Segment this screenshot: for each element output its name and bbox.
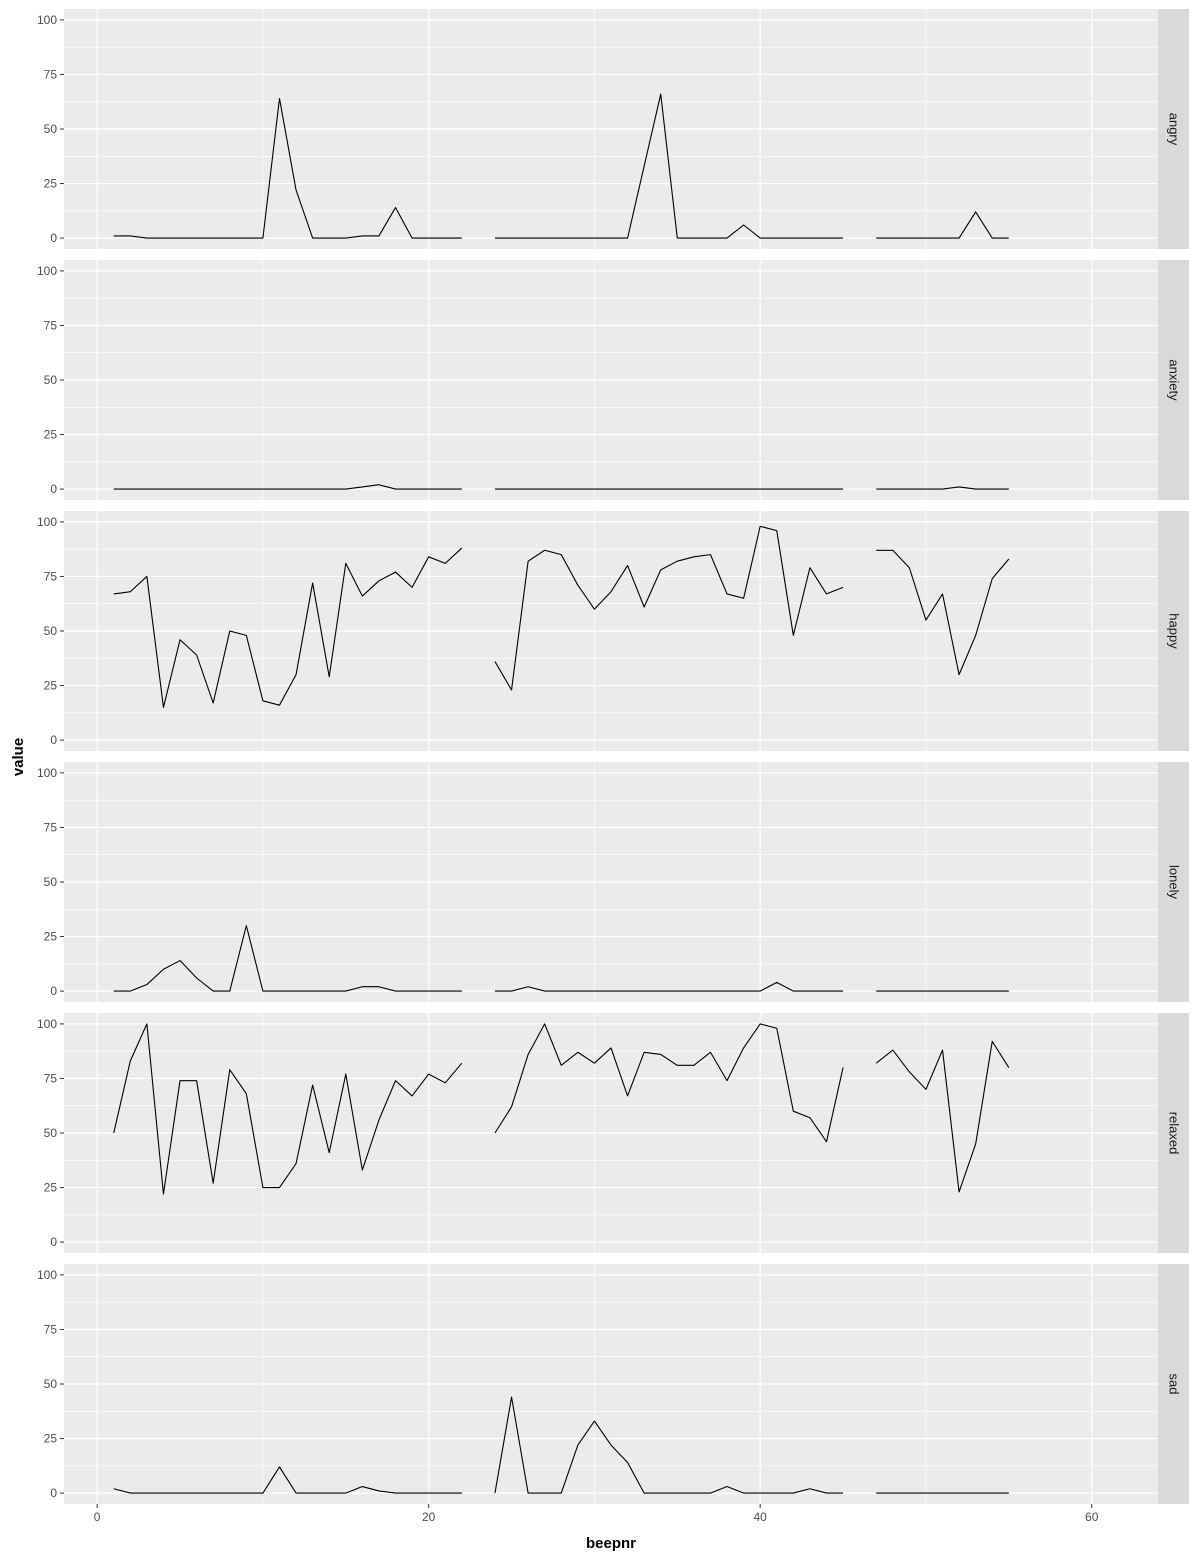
facet-strip — [1158, 511, 1189, 751]
y-tick-label: 100 — [37, 766, 57, 780]
series-line-anxiety — [876, 486, 1009, 490]
y-tick-label: 75 — [44, 1071, 58, 1085]
y-tick-label: 50 — [44, 1126, 58, 1140]
y-tick-label: 0 — [50, 1486, 57, 1500]
series-line-sad — [494, 1396, 844, 1494]
y-tick-label: 100 — [37, 1017, 57, 1031]
series-line-anxiety — [113, 484, 462, 490]
series-line-angry — [876, 211, 1009, 239]
series-line-happy — [113, 547, 463, 708]
y-tick-label: 50 — [44, 373, 58, 387]
series-line-sad — [113, 1466, 462, 1494]
facet-panel-sad: 0 25 50 75 100 sad — [37, 1264, 1189, 1504]
y-tick-label: 50 — [44, 1377, 58, 1391]
x-tick-label: 0 — [94, 1510, 101, 1524]
facet-strip — [1158, 762, 1189, 1002]
y-tick-label: 25 — [44, 1432, 58, 1446]
x-tick-label: 60 — [1085, 1510, 1099, 1524]
y-tick-label: 0 — [50, 984, 57, 998]
y-tick-label: 75 — [44, 1322, 58, 1336]
facet-strip-label: anxiety — [1167, 359, 1182, 401]
facet-panel-happy: 0 25 50 75 100 happy — [37, 511, 1189, 751]
y-tick-label: 50 — [44, 122, 58, 136]
y-tick-label: 25 — [44, 428, 58, 442]
series-line-angry — [113, 97, 462, 239]
series-line-happy — [494, 525, 844, 691]
facet-strip-label: relaxed — [1167, 1112, 1182, 1155]
y-tick-label: 100 — [37, 13, 57, 27]
y-tick-label: 0 — [50, 231, 57, 245]
y-tick-label: 100 — [37, 515, 57, 529]
x-axis-title: beepnr — [586, 1535, 636, 1552]
x-tick-label: 40 — [754, 1510, 768, 1524]
y-tick-label: 100 — [37, 1268, 57, 1282]
series-line-relaxed — [875, 1040, 1010, 1193]
x-axis: 0 20 40 60 — [94, 1504, 1099, 1524]
facet-strip — [1158, 260, 1189, 500]
series-line-relaxed — [494, 1023, 844, 1143]
y-tick-label: 75 — [44, 569, 58, 583]
y-tick-label: 25 — [44, 1181, 58, 1195]
facet-strip — [1158, 1264, 1189, 1504]
facet-panel-relaxed: 0 25 50 75 100 relaxed — [37, 1013, 1189, 1253]
y-tick-label: 50 — [44, 875, 58, 889]
y-tick-label: 0 — [50, 482, 57, 496]
y-tick-label: 75 — [44, 820, 58, 834]
facet-strip — [1158, 9, 1189, 249]
series-line-happy — [876, 549, 1010, 676]
y-tick-label: 75 — [44, 318, 58, 332]
facet-panel-anxiety: 0 25 50 75 100 anxiety — [37, 260, 1189, 500]
series-line-angry — [494, 93, 844, 239]
y-tick-label: 75 — [44, 67, 58, 81]
facet-panel-lonely: 0 25 50 75 100 lonely — [37, 762, 1189, 1002]
facet-strip-label: sad — [1167, 1374, 1182, 1395]
series-line-relaxed — [113, 1023, 463, 1195]
y-tick-label: 25 — [44, 930, 58, 944]
y-tick-label: 50 — [44, 624, 58, 638]
facet-panels: 0 25 50 75 100 angry 0 25 50 75 100 anxiety 0 25 50 75 1… — [37, 9, 1189, 1504]
y-tick-label: 0 — [50, 733, 57, 747]
facet-strip-label: angry — [1167, 113, 1182, 146]
series-line-lonely — [494, 981, 844, 992]
y-tick-label: 0 — [50, 1235, 57, 1249]
y-tick-label: 25 — [44, 679, 58, 693]
facet-strip-label: lonely — [1167, 865, 1182, 899]
series-line-lonely — [113, 925, 462, 992]
y-tick-label: 100 — [37, 264, 57, 278]
facet-strip — [1158, 1013, 1189, 1253]
facet-strip-label: happy — [1167, 613, 1182, 649]
y-tick-label: 25 — [44, 177, 58, 191]
x-tick-label: 20 — [422, 1510, 436, 1524]
y-axis-title: value — [10, 738, 27, 776]
facet-panel-angry: 0 25 50 75 100 angry — [37, 9, 1189, 249]
